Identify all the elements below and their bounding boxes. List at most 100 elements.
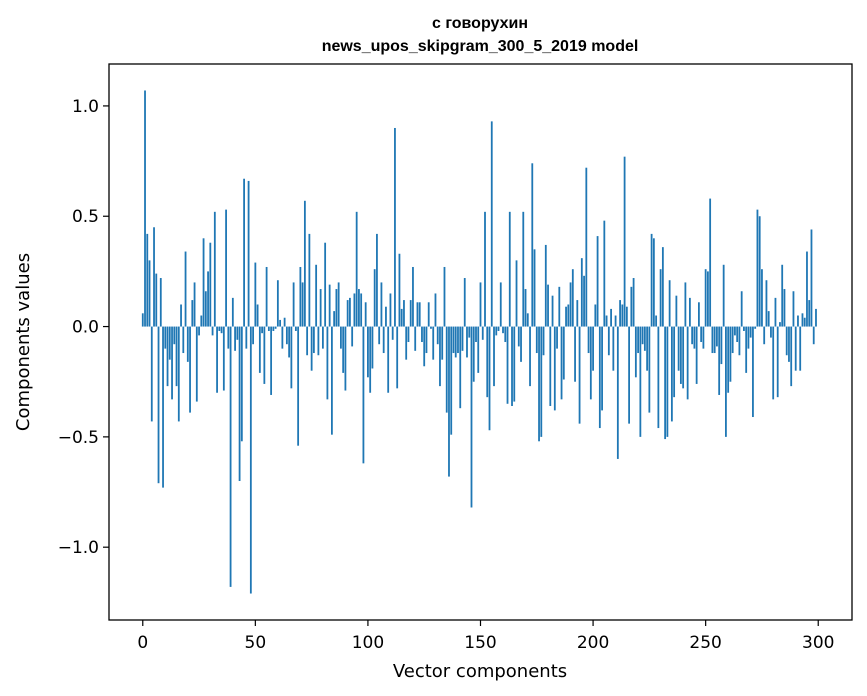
bar-280 (772, 326, 775, 400)
bar-244 (691, 326, 694, 345)
bar-79 (319, 289, 322, 327)
bar-50 (254, 262, 257, 327)
bar-249 (702, 326, 705, 349)
bar-41 (234, 326, 236, 351)
bar-29 (207, 271, 209, 327)
bar-155 (490, 121, 493, 327)
bar-287 (788, 326, 790, 362)
bar-194 (578, 326, 581, 424)
bar-107 (382, 326, 385, 354)
bar-284 (781, 264, 784, 327)
bar-202 (596, 236, 599, 327)
bar-212 (619, 300, 621, 327)
bar-129 (432, 326, 435, 360)
bar-105 (378, 326, 381, 345)
bar-6 (155, 273, 158, 327)
bar-36 (222, 326, 225, 391)
bar-150 (479, 282, 482, 327)
bar-52 (258, 326, 261, 373)
bar-167 (517, 326, 520, 347)
bar-141 (459, 326, 462, 409)
bar-14 (173, 326, 176, 345)
bar-31 (211, 326, 214, 336)
bar-233 (666, 326, 669, 437)
bar-225 (648, 326, 651, 413)
bar-133 (441, 326, 444, 360)
bar-226 (650, 233, 653, 327)
bar-49 (252, 326, 254, 345)
bar-149 (477, 326, 480, 373)
bar-126 (425, 326, 428, 354)
bar-66 (290, 326, 293, 389)
bar-82 (326, 326, 329, 400)
bar-100 (367, 326, 369, 378)
bar-27 (202, 238, 205, 327)
bar-235 (670, 326, 673, 422)
bar-51 (256, 304, 259, 327)
bar-71 (301, 282, 304, 327)
bar-113 (396, 326, 399, 389)
bar-65 (288, 326, 291, 358)
bar-34 (218, 326, 221, 331)
bar-207 (607, 326, 610, 356)
bar-216 (628, 326, 630, 424)
bar-12 (168, 326, 171, 360)
bar-119 (409, 300, 412, 327)
bar-156 (493, 326, 495, 387)
bar-253 (711, 326, 714, 354)
bar-293 (801, 313, 804, 327)
bar-232 (664, 326, 667, 440)
bar-30 (209, 242, 212, 327)
bar-151 (481, 326, 484, 340)
bar-245 (693, 326, 696, 349)
bar-40 (231, 297, 234, 327)
bar-48 (249, 326, 252, 594)
bar-110 (389, 293, 392, 327)
bar-165 (513, 326, 516, 402)
bar-5 (153, 227, 155, 327)
bar-60 (276, 280, 279, 327)
bar-278 (767, 311, 770, 327)
bar-283 (779, 322, 781, 327)
bar-68 (294, 326, 297, 331)
bar-198 (587, 326, 590, 354)
bar-176 (538, 326, 540, 442)
bar-248 (700, 326, 703, 342)
x-tick-label: 250 (689, 633, 721, 653)
bar-106 (380, 282, 383, 327)
y-tick-label: 0.5 (72, 207, 99, 227)
bar-85 (333, 311, 336, 327)
bar-294 (803, 317, 806, 327)
bar-220 (637, 326, 640, 354)
bar-242 (686, 326, 689, 400)
bar-53 (261, 326, 263, 334)
bar-196 (583, 275, 585, 327)
bar-254 (713, 326, 716, 354)
plot-frame (108, 63, 853, 621)
bar-7 (157, 326, 160, 484)
bar-114 (398, 253, 401, 327)
bar-63 (283, 317, 286, 327)
bar-214 (623, 156, 626, 327)
bar-273 (756, 209, 759, 327)
bar-33 (216, 326, 218, 393)
bar-142 (461, 326, 464, 351)
bar-266 (740, 291, 743, 327)
bar-256 (718, 326, 721, 395)
bar-17 (180, 304, 182, 327)
bar-205 (603, 220, 606, 327)
bar-72 (303, 200, 306, 327)
bar-159 (499, 282, 502, 327)
bar-38 (227, 326, 230, 349)
bar-295 (806, 251, 808, 327)
bar-21 (189, 326, 191, 413)
x-tick-label: 200 (577, 633, 609, 653)
bar-125 (423, 326, 426, 367)
bar-20 (186, 326, 189, 362)
bar-264 (736, 326, 739, 342)
bar-292 (799, 326, 802, 371)
bar-123 (418, 302, 421, 327)
bar-145 (468, 326, 471, 338)
x-tick-label: 300 (802, 633, 834, 653)
bar-75 (310, 326, 313, 371)
